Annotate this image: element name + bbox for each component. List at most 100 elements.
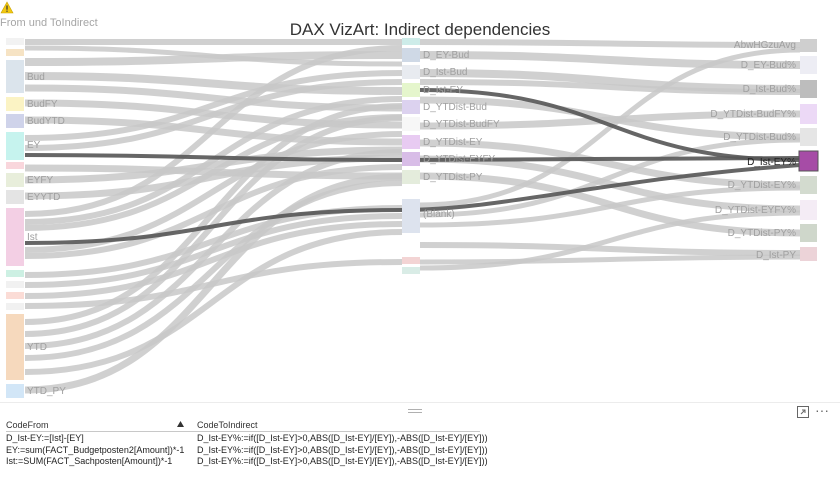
sankey-link[interactable] <box>419 79 801 95</box>
sankey-node[interactable] <box>402 170 420 184</box>
sankey-node[interactable] <box>402 152 420 166</box>
sankey-node[interactable] <box>6 60 24 93</box>
sankey-source-labels: Bud BudFY BudYTD EY EYFY EYYTD Ist YTD Y… <box>27 72 66 397</box>
sankey-node[interactable] <box>6 208 24 266</box>
sankey-link[interactable] <box>419 185 801 228</box>
sankey-node-highlighted[interactable] <box>798 150 819 172</box>
sankey-link[interactable] <box>24 114 403 231</box>
sankey-node[interactable] <box>6 38 24 45</box>
sankey-link[interactable] <box>24 70 403 141</box>
visual-subtitle: From und ToIndirect <box>0 17 98 29</box>
sankey-node[interactable] <box>800 247 817 261</box>
node-label: YTD_PY <box>27 386 66 397</box>
sankey-chart[interactable]: Bud BudFY BudYTD EY EYFY EYYTD Ist YTD Y… <box>0 0 840 402</box>
sankey-link[interactable] <box>24 131 403 253</box>
column-header-codefrom[interactable]: CodeFrom <box>6 420 49 430</box>
sort-ascending-icon[interactable] <box>177 421 184 427</box>
sankey-node[interactable] <box>402 199 420 233</box>
sankey-link[interactable] <box>419 110 801 130</box>
sankey-node[interactable] <box>6 281 24 288</box>
sankey-node[interactable] <box>800 80 817 98</box>
sankey-node[interactable] <box>6 49 24 56</box>
sankey-node[interactable] <box>402 38 420 45</box>
node-label: D_Ist-PY <box>756 250 796 261</box>
sankey-link[interactable] <box>24 72 403 95</box>
sankey-node[interactable] <box>402 117 420 131</box>
table-cell: D_Ist-EY%:=if([D_Ist-EY]>0,ABS([D_Ist-EY… <box>197 456 488 466</box>
sankey-link[interactable] <box>419 254 801 265</box>
sankey-node[interactable] <box>800 39 817 52</box>
sankey-node[interactable] <box>6 162 24 169</box>
sankey-link[interactable] <box>24 229 403 375</box>
sankey-node[interactable] <box>6 114 24 128</box>
sankey-node[interactable] <box>6 270 24 277</box>
sankey-link[interactable] <box>24 149 403 349</box>
sankey-link[interactable] <box>24 45 403 217</box>
sankey-node[interactable] <box>6 292 24 299</box>
sankey-node[interactable] <box>402 48 420 62</box>
more-options-icon[interactable]: ··· <box>815 402 829 418</box>
node-label: D_YTDist-EY <box>423 137 483 148</box>
sankey-node[interactable] <box>800 104 817 124</box>
node-label: EYFY <box>27 175 53 186</box>
sankey-node[interactable] <box>402 267 420 274</box>
sankey-node[interactable] <box>402 257 420 264</box>
sankey-link[interactable] <box>24 79 403 151</box>
sankey-link[interactable] <box>24 173 403 394</box>
sankey-node[interactable] <box>6 190 24 204</box>
sankey-link[interactable] <box>419 47 801 208</box>
table-cell: D_Ist-EY%:=if([D_Ist-EY]>0,ABS([D_Ist-EY… <box>197 444 488 455</box>
column-header-codetoindirect[interactable]: CodeToIndirect <box>197 420 258 430</box>
sankey-node[interactable] <box>6 173 24 187</box>
sankey-node[interactable] <box>6 314 24 380</box>
sankey-link[interactable] <box>24 180 403 361</box>
sankey-link[interactable] <box>24 103 403 325</box>
sankey-link[interactable] <box>24 96 403 225</box>
sankey-link-highlighted[interactable] <box>419 88 801 162</box>
warning-icon[interactable] <box>0 1 14 15</box>
table-cell: Ist:=SUM(FACT_Sachposten[Amount])*-1 <box>6 456 173 466</box>
node-label: D_YTDist-BudFY% <box>710 109 796 120</box>
sankey-node[interactable] <box>6 97 24 111</box>
sankey-link[interactable] <box>419 242 801 256</box>
sankey-link[interactable] <box>419 137 801 218</box>
resize-grip-icon[interactable] <box>408 409 422 413</box>
sankey-link[interactable] <box>419 69 801 93</box>
table-cell: D_Ist-EY:=[Ist]-[EY] <box>6 433 84 443</box>
sankey-node[interactable] <box>6 303 24 310</box>
sankey-link[interactable] <box>419 210 801 271</box>
sankey-node[interactable] <box>800 224 817 242</box>
focus-mode-icon[interactable] <box>797 406 809 418</box>
sankey-node[interactable] <box>402 83 420 97</box>
visual-title: DAX VizArt: Indirect dependencies <box>289 20 551 39</box>
sankey-link[interactable] <box>419 139 801 189</box>
sankey-source-nodes <box>6 38 24 398</box>
node-label: D_YTDist-Bud <box>423 102 487 113</box>
sankey-node[interactable] <box>800 128 817 146</box>
sankey-node[interactable] <box>6 132 24 160</box>
node-label: Ist <box>27 232 38 243</box>
node-label: YTD <box>27 342 47 353</box>
sankey-link[interactable] <box>419 39 801 48</box>
sankey-target-labels: AbwHGzuAvg D_EY-Bud% D_Ist-Bud% D_YTDist… <box>710 40 796 261</box>
sankey-link[interactable] <box>24 221 403 299</box>
sankey-node[interactable] <box>800 200 817 220</box>
node-label: (Blank) <box>423 209 455 220</box>
sankey-node[interactable] <box>402 65 420 79</box>
table-cell: EY:=sum(FACT_Budgetposten2[Amount])*-1 <box>6 444 185 455</box>
node-label: BudYTD <box>27 116 65 127</box>
node-label: EY <box>27 140 41 151</box>
sankey-node[interactable] <box>6 384 24 398</box>
sankey-link[interactable] <box>419 51 801 69</box>
sankey-node[interactable] <box>800 176 817 194</box>
sankey-node[interactable] <box>402 135 420 149</box>
node-label: Bud <box>27 72 45 83</box>
node-label: D_EY-Bud <box>423 50 469 61</box>
sankey-node[interactable] <box>800 56 817 74</box>
pane-divider <box>0 402 840 403</box>
sankey-middle-labels: D_EY-Bud D_Ist-Bud D_Ist-EY D_YTDist-Bud… <box>423 50 500 220</box>
sankey-link[interactable] <box>24 146 403 184</box>
node-label: BudFY <box>27 99 58 110</box>
sankey-target-nodes <box>798 39 819 261</box>
sankey-node[interactable] <box>402 100 420 114</box>
